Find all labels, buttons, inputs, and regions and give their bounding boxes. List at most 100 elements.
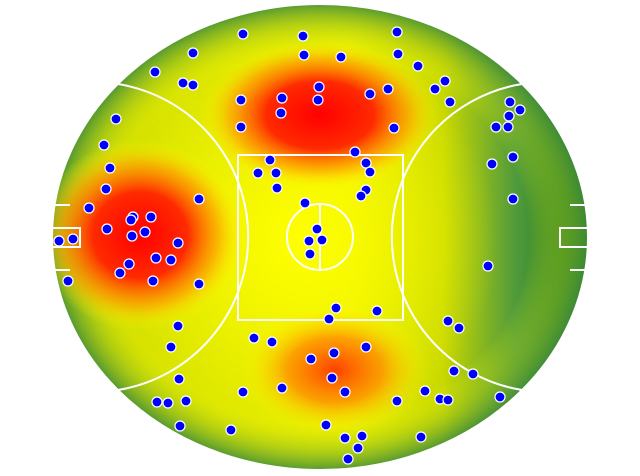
point [150,252,162,264]
point [356,430,368,442]
point [504,96,516,108]
point [276,382,288,394]
point [165,341,177,353]
point [316,234,328,246]
point [177,77,189,89]
point [271,182,283,194]
point [352,442,364,454]
point [151,396,163,408]
point [391,395,403,407]
point [83,202,95,214]
point [145,211,157,223]
point [193,278,205,290]
point [172,320,184,332]
point [453,322,465,334]
point [173,373,185,385]
point [503,110,515,122]
point [297,30,309,42]
point [328,347,340,359]
point [126,230,138,242]
point [275,107,287,119]
point [355,190,367,202]
point [162,397,174,409]
point [248,332,260,344]
point [125,214,137,226]
point [264,154,276,166]
point [225,424,237,436]
point [114,267,126,279]
point [299,197,311,209]
point [149,66,161,78]
point [110,113,122,125]
point [364,166,376,178]
point [303,235,315,247]
point [304,248,316,260]
point [67,233,79,245]
point [335,51,347,63]
point [391,26,403,38]
point [388,122,400,134]
point [392,48,404,60]
point [252,167,264,179]
point [305,353,317,365]
point [364,88,376,100]
point [360,341,372,353]
point [330,302,342,314]
point [442,315,454,327]
point [104,162,116,174]
point [371,305,383,317]
point [349,146,361,158]
point [237,28,249,40]
point [193,193,205,205]
point [237,386,249,398]
point [123,258,135,270]
point [326,372,338,384]
point [270,167,282,179]
point [429,83,441,95]
point [486,158,498,170]
point [412,60,424,72]
point [360,157,372,169]
point [174,420,186,432]
point [419,385,431,397]
point [490,121,502,133]
point [482,260,494,272]
point [187,47,199,59]
point [235,94,247,106]
point [311,223,323,235]
point [53,235,65,247]
point [442,394,454,406]
point [187,79,199,91]
point [323,313,335,325]
point [339,386,351,398]
point [448,365,460,377]
point [342,453,354,465]
point [502,121,514,133]
point [62,275,74,287]
point [165,254,177,266]
point [276,92,288,104]
point [298,49,310,61]
point [100,183,112,195]
point [172,237,184,249]
point [382,83,394,95]
point [98,139,110,151]
point [139,226,151,238]
point [439,75,451,87]
point [312,94,324,106]
point [339,432,351,444]
point [320,419,332,431]
point [507,151,519,163]
point [507,193,519,205]
point [180,395,192,407]
point [444,96,456,108]
point [494,391,506,403]
point [415,431,427,443]
field-lines [51,3,589,471]
point [514,104,526,116]
point [313,81,325,93]
point [101,223,113,235]
point [235,121,247,133]
point [467,368,479,380]
